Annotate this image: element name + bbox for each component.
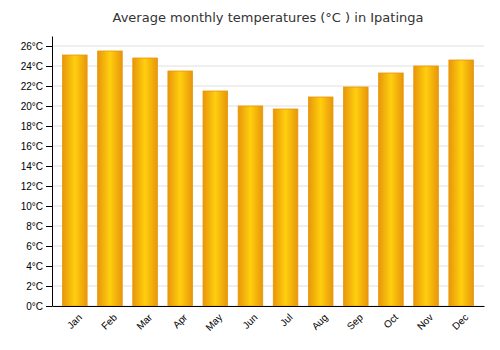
y-tick: 4°C — [26, 261, 52, 272]
bar — [203, 91, 228, 306]
bar — [449, 60, 474, 306]
y-tick: 16°C — [21, 141, 52, 152]
y-tick-label: 4°C — [26, 261, 43, 272]
y-tick: 0°C — [26, 301, 52, 312]
x-tick: Dec — [450, 312, 470, 332]
y-tick-label: 14°C — [21, 161, 43, 172]
x-tick-label: Nov — [415, 312, 435, 332]
y-tick-mark — [46, 106, 52, 107]
y-tick-mark — [46, 146, 52, 147]
y-tick-mark — [46, 206, 52, 207]
x-tick: Jan — [65, 312, 84, 331]
x-tick: May — [203, 312, 224, 333]
x-tick: Jul — [278, 312, 295, 329]
y-axis-line — [52, 37, 53, 307]
y-tick-mark — [46, 186, 52, 187]
bars — [63, 51, 474, 306]
x-axis-line — [53, 306, 485, 307]
y-tick: 22°C — [21, 81, 52, 92]
y-tick-label: 24°C — [21, 61, 43, 72]
y-tick-mark — [46, 306, 52, 307]
y-tick-label: 10°C — [21, 201, 43, 212]
y-tick-label: 0°C — [26, 301, 43, 312]
y-tick-label: 26°C — [21, 41, 43, 52]
y-tick-label: 22°C — [21, 81, 43, 92]
x-tick-label: Jul — [278, 312, 295, 329]
y-tick-mark — [46, 126, 52, 127]
bar — [414, 66, 439, 306]
x-tick-label: Aug — [310, 312, 330, 332]
y-tick: 18°C — [21, 121, 52, 132]
y-tick: 14°C — [21, 161, 52, 172]
bar — [379, 73, 404, 306]
y-tick-label: 20°C — [21, 101, 43, 112]
chart-svg: 0°C 2°C 4°C 6°C 8°C 10°C 12°C 14°C 16°C 18°C 20°C 2… — [0, 0, 500, 350]
x-tick: Feb — [99, 311, 119, 331]
y-tick-label: 18°C — [21, 121, 43, 132]
y-tick-mark — [46, 166, 52, 167]
x-tick-label: Oct — [381, 312, 400, 331]
bar — [133, 58, 158, 306]
x-tick-label: Dec — [450, 312, 470, 332]
x-tick-label: Jun — [240, 312, 259, 331]
x-tick: Oct — [381, 312, 400, 331]
plot-area: 0°C 2°C 4°C 6°C 8°C 10°C 12°C 14°C 16°C 18°C 20°C 2… — [21, 37, 485, 333]
x-tick: Sep — [345, 311, 366, 332]
x-tick-label: Sep — [345, 311, 366, 332]
y-tick: 24°C — [21, 61, 52, 72]
x-tick: Jun — [240, 312, 259, 331]
bar — [63, 55, 88, 306]
y-tick-mark — [46, 226, 52, 227]
y-tick: 6°C — [26, 241, 52, 252]
y-tick-mark — [46, 86, 52, 87]
y-tick: 10°C — [21, 201, 52, 212]
y-tick: 2°C — [26, 281, 52, 292]
x-tick-label: Feb — [99, 311, 119, 331]
x-tick: Aug — [310, 312, 330, 332]
y-tick-mark — [46, 286, 52, 287]
y-tick-label: 16°C — [21, 141, 43, 152]
x-tick: Nov — [415, 312, 435, 332]
grid-line — [52, 46, 484, 47]
grid — [52, 46, 484, 306]
y-tick-label: 2°C — [26, 281, 43, 292]
bar — [168, 71, 193, 306]
y-tick-label: 6°C — [26, 241, 43, 252]
chart-title: Average monthly temperatures (°C ) in Ip… — [113, 10, 424, 25]
bar — [308, 97, 333, 306]
bar — [344, 87, 369, 306]
y-axis: 0°C 2°C 4°C 6°C 8°C 10°C 12°C 14°C 16°C 18°C 20°C 2… — [21, 37, 53, 312]
x-tick-label: Jan — [65, 312, 84, 331]
x-tick-label: Mar — [134, 311, 154, 331]
x-tick-label: May — [203, 312, 224, 333]
y-tick: 26°C — [21, 41, 52, 52]
y-tick: 20°C — [21, 101, 52, 112]
chart-container: 0°C 2°C 4°C 6°C 8°C 10°C 12°C 14°C 16°C 18°C 20°C 2… — [0, 0, 500, 350]
y-tick-label: 12°C — [21, 181, 43, 192]
y-tick: 8°C — [26, 221, 52, 232]
bar — [98, 51, 123, 306]
y-tick: 12°C — [21, 181, 52, 192]
y-tick-mark — [46, 266, 52, 267]
x-tick: Mar — [134, 311, 154, 331]
y-tick-mark — [46, 46, 52, 47]
x-axis: Jan Feb Mar Apr May Jun Jul Aug Sep Oct Nov Dec — [53, 307, 485, 333]
bar — [273, 109, 298, 306]
x-tick-label: Apr — [171, 311, 190, 330]
x-tick: Apr — [171, 311, 190, 330]
y-tick-mark — [46, 66, 52, 67]
y-tick-mark — [46, 246, 52, 247]
y-tick-label: 8°C — [26, 221, 43, 232]
bar — [238, 106, 263, 306]
